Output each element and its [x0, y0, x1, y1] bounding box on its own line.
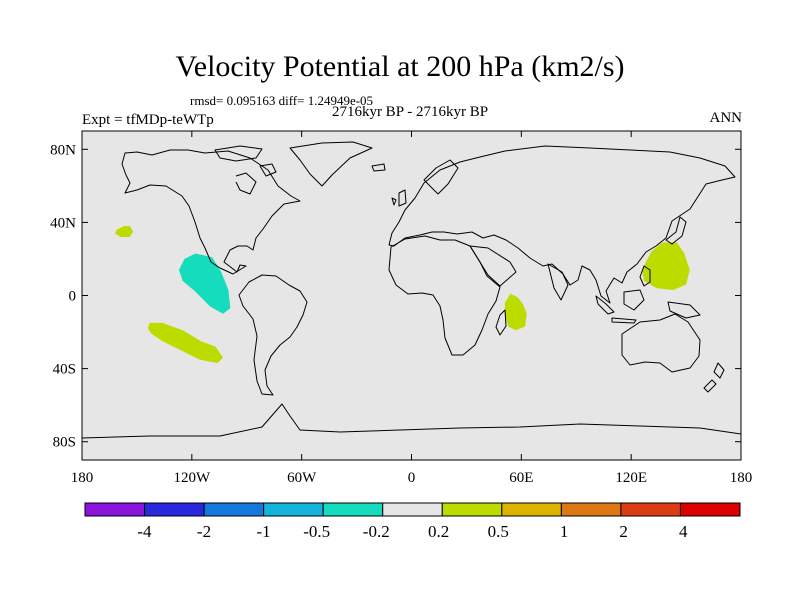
- coastline-south-america: [238, 274, 308, 396]
- coastline-north-america: [121, 149, 301, 275]
- anomaly-north-pacific-positive: [115, 226, 134, 237]
- colorbar-label: 2: [619, 522, 628, 541]
- colorbar-box: [560, 502, 622, 517]
- lon-tick-label: 180: [71, 470, 94, 486]
- colorbar-box: [382, 502, 443, 517]
- colorbar-box: [322, 502, 384, 517]
- anomaly-west-pacific-positive: [642, 242, 690, 290]
- coastline-greenland: [289, 141, 373, 187]
- anomaly-south-pacific-positive: [147, 322, 223, 364]
- lat-tick-label: 40S: [53, 362, 76, 378]
- colorbar-label: -0.2: [363, 522, 390, 541]
- colorbar-box: [620, 502, 681, 517]
- coastline-australia: [621, 313, 701, 373]
- colorbar-box: [501, 502, 562, 517]
- lon-tick-label: 120E: [615, 470, 647, 486]
- plot-title: Velocity Potential at 200 hPa (km2/s): [175, 50, 625, 83]
- coastline-borneo: [623, 289, 645, 311]
- coastline-scandinavia: [423, 159, 459, 195]
- experiment-label: Expt = tfMDp-teWTp: [82, 112, 214, 128]
- coastlines: [82, 141, 741, 439]
- colorbar-label: -0.5: [303, 522, 330, 541]
- colorbar-label: 1: [560, 522, 569, 541]
- lat-tick-label: 0: [69, 289, 77, 305]
- colorbar-label: -2: [197, 522, 211, 541]
- anomaly-layer: [115, 226, 690, 364]
- lon-tick-label: 60E: [509, 470, 533, 486]
- axis-ticks: 80N 40N 0 40S 80S 180 120W 60W 0 60E 120E 180: [50, 131, 752, 486]
- coastline-philippines: [639, 265, 651, 287]
- coastline-madagascar: [495, 309, 507, 336]
- coastline-new-zealand: [703, 362, 725, 393]
- lon-tick-label: 120W: [173, 470, 211, 486]
- coastline-africa: [388, 235, 501, 356]
- colorbar-box: [84, 502, 146, 517]
- coastline-arabia: [469, 245, 517, 287]
- lon-tick-label: 0: [408, 470, 416, 486]
- season-label: ANN: [709, 110, 743, 126]
- colorbar: -4 -2 -1 -0.5 -0.2 0.2 0.5 1 2 4: [84, 502, 741, 541]
- colorbar-box: [144, 502, 205, 517]
- coastline-iceland: [371, 163, 386, 172]
- lat-tick-label: 40N: [50, 215, 76, 231]
- coastline-sumatra-java: [595, 295, 637, 324]
- colorbar-box: [203, 502, 265, 517]
- coastline-japan: [665, 216, 687, 245]
- coastline-british-isles: [391, 189, 407, 207]
- colorbar-label: -1: [256, 522, 270, 541]
- lat-tick-label: 80S: [53, 435, 76, 451]
- colorbar-label: -4: [137, 522, 152, 541]
- coastline-new-guinea: [667, 301, 701, 319]
- lat-tick-label: 80N: [50, 142, 76, 158]
- coastline-canadian-islands: [214, 145, 277, 177]
- colorbar-box: [263, 502, 324, 517]
- coastline-india: [547, 263, 569, 301]
- colorbar-box: [441, 502, 503, 517]
- colorbar-label: 0.5: [488, 522, 509, 541]
- lon-tick-label: 180: [730, 470, 753, 486]
- coastline-hudson-bay: [235, 172, 257, 195]
- colorbar-label: 0.2: [428, 522, 449, 541]
- period-label: 2716kyr BP - 2716kyr BP: [331, 104, 489, 120]
- anomaly-east-pacific-negative: [179, 253, 231, 314]
- coastline-antarctica: [82, 403, 741, 439]
- colorbar-box: [679, 502, 741, 517]
- anomaly-indian-ocean-positive: [504, 293, 527, 331]
- stats-label: rmsd= 0.095163 diff= 1.24949e-05: [190, 93, 374, 108]
- colorbar-label: 4: [679, 522, 688, 541]
- map-background: [82, 131, 741, 460]
- coastline-eurasia: [388, 145, 736, 304]
- lon-tick-label: 60W: [287, 470, 317, 486]
